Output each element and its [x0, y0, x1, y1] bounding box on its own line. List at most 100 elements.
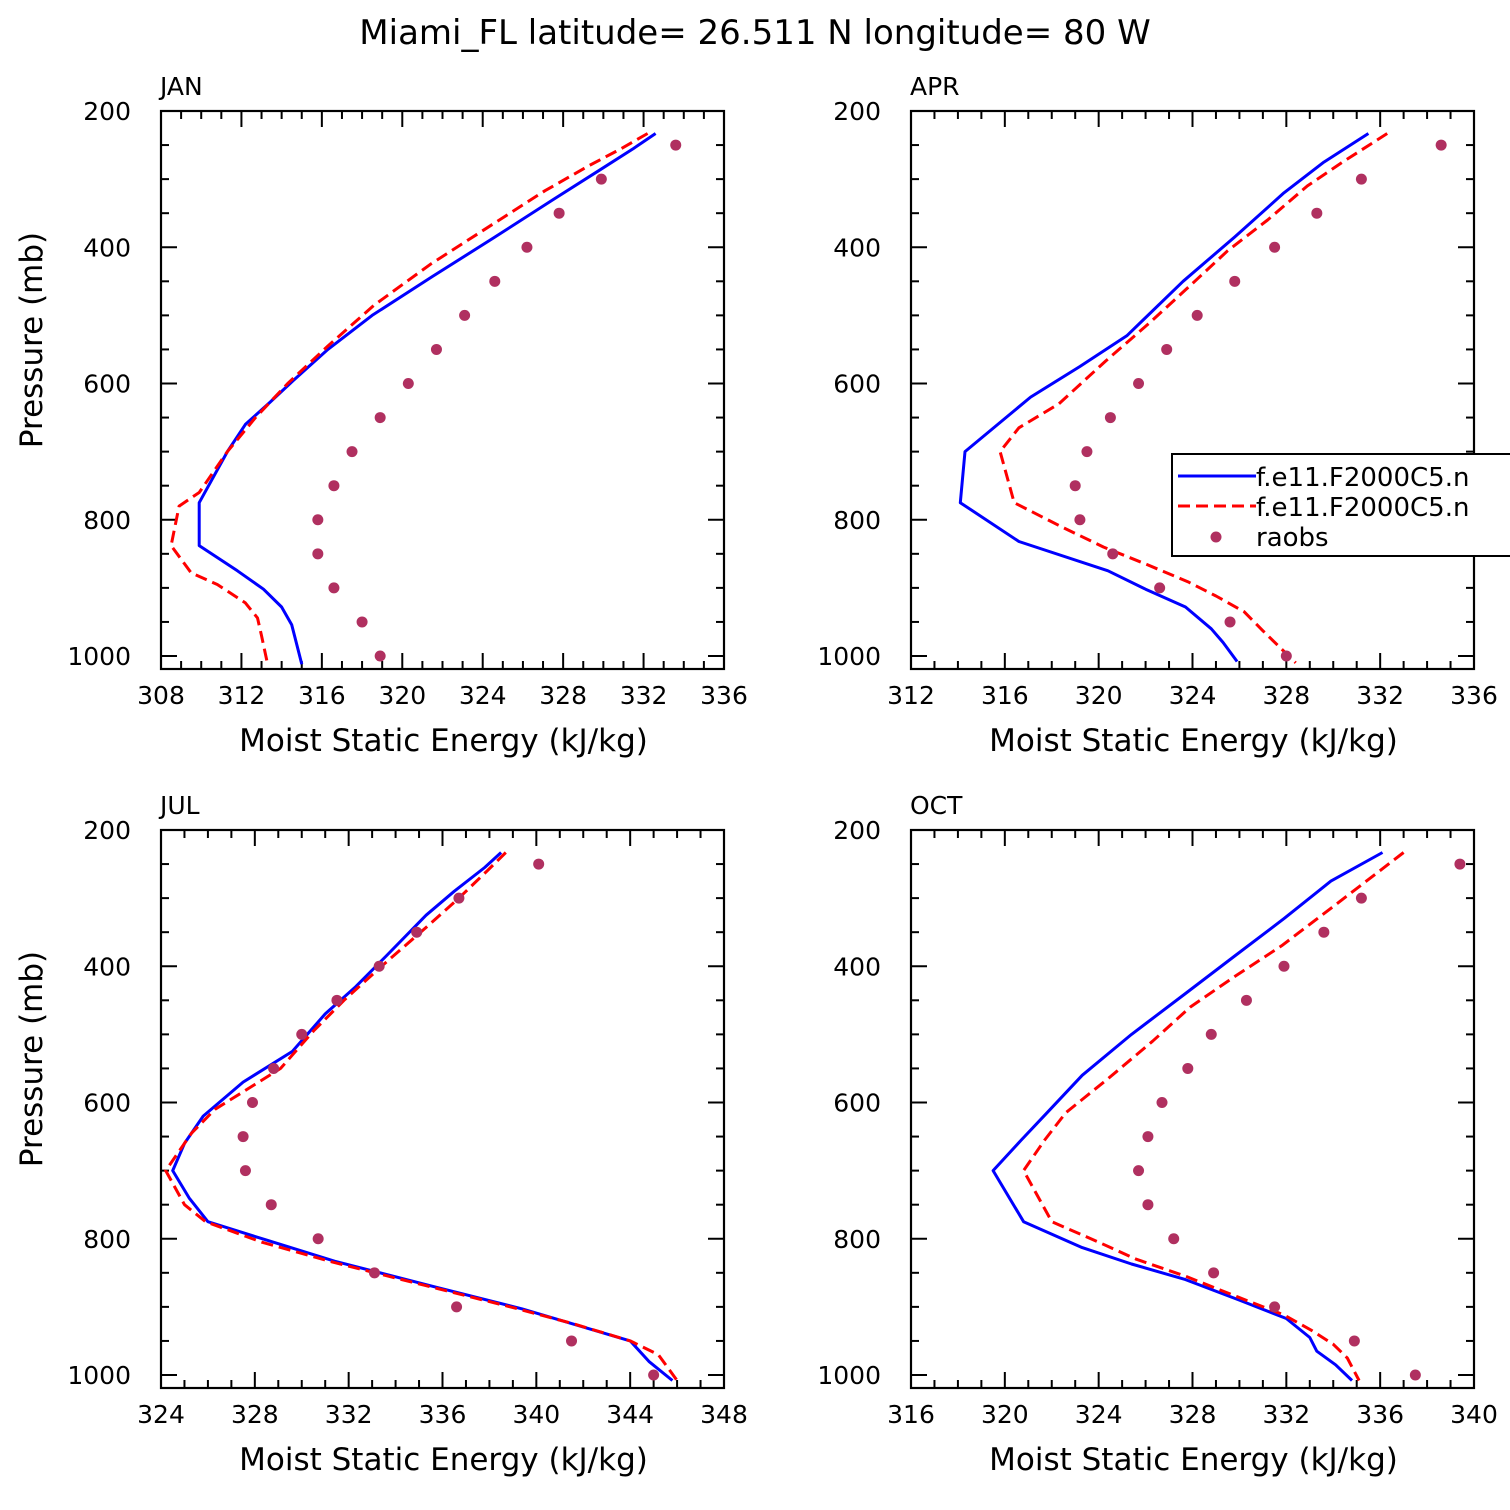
- x-tick-label: 336: [419, 1400, 467, 1429]
- raobs-point: [553, 207, 565, 219]
- raobs-point: [1074, 514, 1086, 526]
- y-tick-label: 400: [83, 233, 131, 262]
- x-tick-label: 324: [137, 1400, 185, 1429]
- raobs-point: [1311, 207, 1323, 219]
- x-tick-label: 328: [539, 681, 587, 710]
- raobs-point: [489, 275, 501, 287]
- raobs-point: [566, 1335, 578, 1347]
- legend-marker: [1210, 531, 1222, 543]
- x-tick-label: 312: [218, 681, 266, 710]
- x-tick-label: 328: [231, 1400, 279, 1429]
- plot-data: [991, 851, 1466, 1382]
- plot-data: [164, 851, 679, 1382]
- raobs-point: [312, 514, 324, 526]
- raobs-point: [1355, 173, 1367, 185]
- x-tick-label: 320: [981, 1400, 1029, 1429]
- x-tick-label: 332: [1356, 681, 1404, 710]
- y-tick-label: 1000: [67, 642, 131, 671]
- raobs-point: [246, 1097, 258, 1108]
- legend-label: f.e11.F2000C5.n: [1256, 493, 1469, 523]
- raobs-point: [1142, 1199, 1154, 1211]
- raobs-point: [1269, 1301, 1281, 1313]
- y-axis-label: Pressure (mb): [14, 951, 50, 1167]
- panel-oct: OCT 316 320 324 328 332 336 340 200 400 600 800 1000…: [817, 791, 1497, 1478]
- panel-title: JAN: [158, 72, 203, 101]
- y-tick-label: 600: [83, 1089, 131, 1118]
- raobs-point: [595, 173, 607, 185]
- x-tick-label: 336: [1450, 681, 1498, 710]
- raobs-point: [296, 1028, 308, 1040]
- y-tick-label: 600: [833, 370, 881, 399]
- legend-box: [1171, 453, 1510, 557]
- x-tick-label: 324: [1075, 1400, 1123, 1429]
- y-tick-label: 800: [83, 1225, 131, 1254]
- y-tick-label: 400: [833, 952, 881, 981]
- x-tick-label: 328: [1262, 681, 1310, 710]
- panel-jul: JUL 324 328 332 336 340 344 348 200 400 600 800 1000…: [14, 791, 748, 1478]
- raobs-point: [1454, 858, 1466, 870]
- raobs-point: [1133, 1165, 1145, 1177]
- series-line-dashed: [998, 132, 1389, 664]
- raobs-point: [356, 616, 368, 628]
- raobs-point: [648, 1369, 660, 1381]
- y-axis-label: Pressure (mb): [14, 232, 50, 448]
- y-tick-label: 200: [83, 816, 131, 845]
- raobs-point: [237, 1131, 249, 1143]
- raobs-point: [1081, 446, 1093, 458]
- plot-data: [169, 132, 682, 665]
- x-tick-label: 332: [620, 681, 668, 710]
- x-axis-label: Moist Static Energy (kJ/kg): [989, 723, 1398, 759]
- x-tick-label: 336: [700, 681, 748, 710]
- x-tick-label: 340: [512, 1400, 560, 1429]
- y-tick-label: 1000: [817, 642, 881, 671]
- x-axis-label: Moist Static Energy (kJ/kg): [989, 1442, 1398, 1478]
- raobs-point: [331, 994, 343, 1006]
- y-tick-label: 800: [83, 506, 131, 535]
- y-tick-label: 800: [833, 506, 881, 535]
- raobs-point: [670, 139, 682, 151]
- y-tick-label: 1000: [817, 1361, 881, 1390]
- x-tick-label: 332: [325, 1400, 373, 1429]
- raobs-point: [1107, 548, 1119, 560]
- raobs-point: [328, 582, 340, 594]
- y-tick-label: 600: [83, 370, 131, 399]
- figure-title: Miami_FL latitude= 26.511 N longitude= 8…: [359, 13, 1150, 53]
- panel-title: JUL: [158, 791, 200, 820]
- y-tick-label: 200: [83, 97, 131, 126]
- raobs-point: [346, 446, 358, 458]
- x-tick-label: 332: [1262, 1400, 1310, 1429]
- y-tick-label: 400: [833, 233, 881, 262]
- series-line-solid: [958, 132, 1370, 663]
- x-tick-label: 320: [1075, 681, 1123, 710]
- raobs-point: [1318, 926, 1330, 938]
- raobs-point: [328, 480, 340, 492]
- raobs-point: [368, 1267, 380, 1279]
- series-line-dashed: [169, 132, 649, 665]
- raobs-point: [1133, 378, 1145, 389]
- y-tick-label: 200: [833, 97, 881, 126]
- y-tick-label: 800: [833, 1225, 881, 1254]
- raobs-point: [453, 892, 465, 904]
- plot-data: [958, 132, 1447, 664]
- raobs-point: [374, 412, 386, 424]
- y-tick-label: 200: [833, 816, 881, 845]
- raobs-point: [1168, 1233, 1180, 1245]
- x-tick-label: 328: [1169, 1400, 1217, 1429]
- raobs-point: [533, 858, 545, 870]
- raobs-point: [1205, 1028, 1217, 1040]
- series-line-dashed: [1022, 851, 1405, 1382]
- raobs-point: [1191, 309, 1203, 321]
- raobs-point: [1104, 412, 1116, 424]
- raobs-point: [268, 1062, 280, 1074]
- raobs-point: [1156, 1097, 1168, 1108]
- raobs-point: [1069, 480, 1081, 492]
- raobs-point: [312, 548, 324, 560]
- x-tick-label: 324: [1169, 681, 1217, 710]
- x-tick-label: 324: [459, 681, 507, 710]
- x-tick-label: 336: [1356, 1400, 1404, 1429]
- x-axis-label: Moist Static Energy (kJ/kg): [239, 723, 648, 759]
- raobs-point: [1278, 960, 1290, 972]
